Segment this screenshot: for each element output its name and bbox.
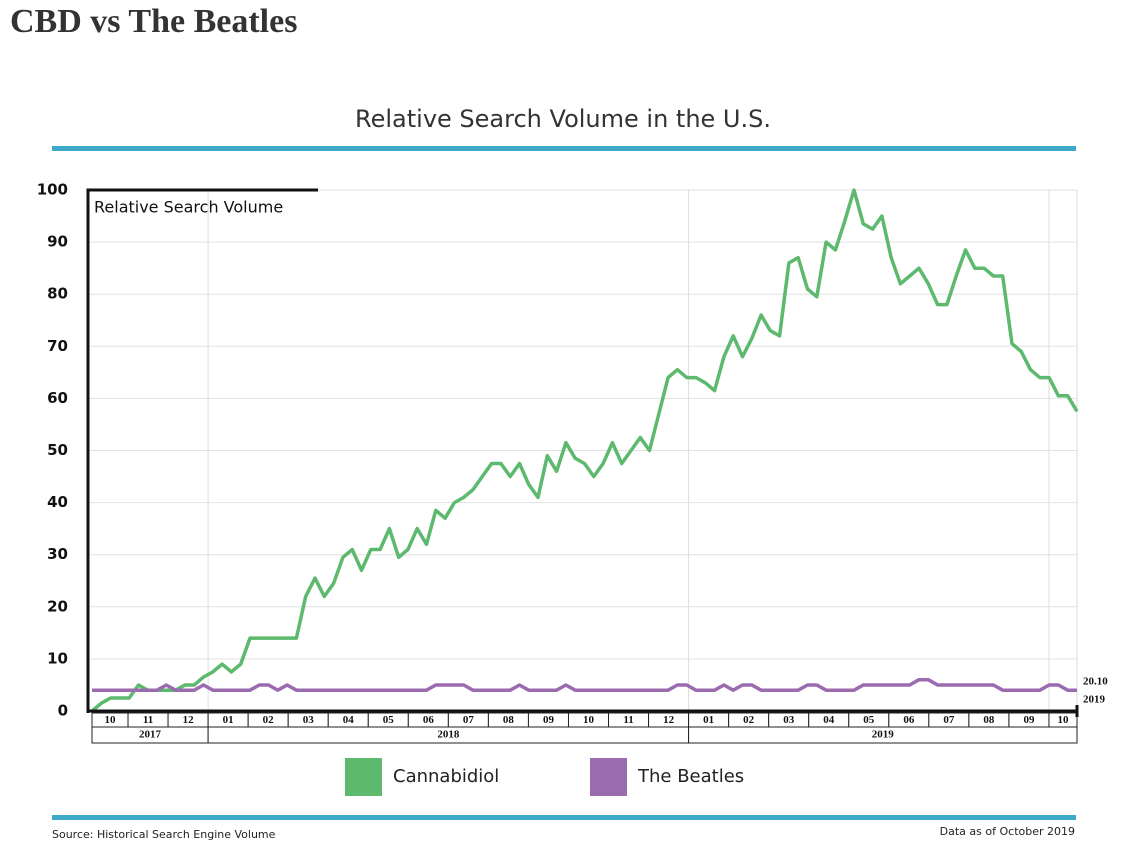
- legend-label: Cannabidiol: [393, 766, 499, 787]
- legend-swatch: [345, 758, 382, 796]
- legend-label: The Beatles: [637, 766, 744, 787]
- x-tick-label: 07: [463, 714, 475, 726]
- x-tick-label: 04: [823, 714, 835, 726]
- chart-title: Relative Search Volume in the U.S.: [355, 105, 771, 133]
- y-tick-label: 20: [47, 597, 68, 615]
- y-tick-label: 80: [47, 285, 68, 303]
- page-title: CBD vs The Beatles: [10, 3, 297, 40]
- x-tick-label: 04: [343, 714, 355, 726]
- x-tick-label: 09: [543, 714, 555, 726]
- x-tick-label: 11: [143, 714, 153, 726]
- x-tick-label: 10: [583, 714, 595, 726]
- x-tick-label: 08: [983, 714, 995, 726]
- year-label: 2017: [139, 729, 162, 741]
- x-tick-label: 07: [943, 714, 955, 726]
- x-tick-label: 03: [303, 714, 315, 726]
- y-tick-label: 40: [47, 493, 68, 511]
- x-tick-label: 05: [383, 714, 395, 726]
- x-tick-label: 01: [223, 714, 234, 726]
- y-tick-label: 70: [47, 337, 68, 355]
- y-tick-label: 30: [47, 545, 68, 563]
- x-tick-label: 10: [1057, 714, 1069, 726]
- y-tick-label: 0: [58, 702, 68, 720]
- year-label: 2018: [437, 729, 460, 741]
- y-axis-label: Relative Search Volume: [94, 198, 283, 217]
- x-tick-label: 12: [183, 714, 195, 726]
- end-label: 2019: [1083, 694, 1106, 706]
- y-tick-label: 10: [47, 649, 68, 667]
- note: Data as of October 2019: [940, 825, 1075, 838]
- x-tick-label: 12: [663, 714, 675, 726]
- year-label: 2019: [872, 729, 895, 741]
- end-label: 20.10: [1083, 676, 1108, 688]
- source: Source: Historical Search Engine Volume: [52, 828, 276, 841]
- x-tick-label: 05: [863, 714, 875, 726]
- rule: [52, 815, 1076, 820]
- x-tick-label: 02: [263, 714, 275, 726]
- x-tick-label: 08: [503, 714, 515, 726]
- rule: [52, 146, 1076, 151]
- x-tick-label: 03: [783, 714, 795, 726]
- y-tick-label: 60: [47, 389, 68, 407]
- series-line: [92, 677, 1077, 692]
- legend-swatch: [590, 758, 627, 796]
- x-tick-label: 06: [423, 714, 435, 726]
- y-tick-label: 90: [47, 233, 68, 251]
- x-tick-label: 09: [1023, 714, 1035, 726]
- x-tick-label: 11: [623, 714, 633, 726]
- x-tick-label: 06: [903, 714, 915, 726]
- year-cell: [688, 726, 1078, 744]
- x-tick-label: 01: [703, 714, 714, 726]
- x-tick-label: 02: [743, 714, 755, 726]
- y-tick-label: 50: [47, 441, 68, 459]
- x-tick-label: 10: [105, 714, 117, 726]
- series-line: [90, 188, 1079, 713]
- y-tick-label: 100: [37, 181, 68, 199]
